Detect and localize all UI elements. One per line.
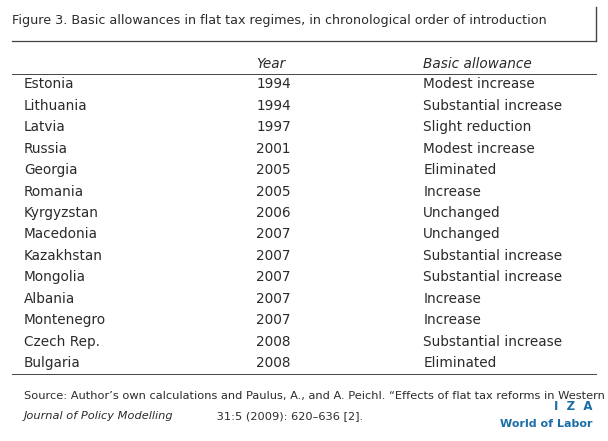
Text: Albania: Albania (24, 292, 75, 306)
Text: 2007: 2007 (257, 313, 291, 327)
Text: Kyrgyzstan: Kyrgyzstan (24, 206, 99, 220)
Text: 2007: 2007 (257, 270, 291, 284)
Text: Journal of Policy Modelling: Journal of Policy Modelling (24, 411, 173, 421)
Text: 2008: 2008 (257, 335, 291, 349)
Text: Increase: Increase (423, 292, 481, 306)
Text: Unchanged: Unchanged (423, 228, 501, 242)
Text: 2007: 2007 (257, 249, 291, 263)
Text: Macedonia: Macedonia (24, 228, 98, 242)
Text: Basic allowance: Basic allowance (423, 57, 532, 71)
Text: Mongolia: Mongolia (24, 270, 86, 284)
Text: Lithuania: Lithuania (24, 99, 88, 113)
Text: Slight reduction: Slight reduction (423, 120, 531, 134)
Text: 2007: 2007 (257, 228, 291, 242)
Text: Modest increase: Modest increase (423, 142, 535, 156)
Text: 1994: 1994 (257, 77, 291, 91)
Text: 2007: 2007 (257, 292, 291, 306)
Text: Romania: Romania (24, 185, 84, 198)
Text: Substantial increase: Substantial increase (423, 270, 562, 284)
Text: 1994: 1994 (257, 99, 291, 113)
Text: Czech Rep.: Czech Rep. (24, 335, 100, 349)
Text: Montenegro: Montenegro (24, 313, 106, 327)
Text: Eliminated: Eliminated (423, 356, 496, 370)
Text: Figure 3. Basic allowances in flat tax regimes, in chronological order of introd: Figure 3. Basic allowances in flat tax r… (12, 14, 547, 27)
Text: Eliminated: Eliminated (423, 163, 496, 177)
Text: 2006: 2006 (257, 206, 291, 220)
Text: Substantial increase: Substantial increase (423, 99, 562, 113)
Text: Year: Year (257, 57, 286, 71)
Text: Kazakhstan: Kazakhstan (24, 249, 103, 263)
Text: Substantial increase: Substantial increase (423, 249, 562, 263)
Text: 2008: 2008 (257, 356, 291, 370)
Text: I  Z  A: I Z A (554, 400, 593, 413)
Text: Russia: Russia (24, 142, 68, 156)
Text: Bulgaria: Bulgaria (24, 356, 81, 370)
Text: Estonia: Estonia (24, 77, 74, 91)
Text: Georgia: Georgia (24, 163, 77, 177)
Text: Unchanged: Unchanged (423, 206, 501, 220)
Text: Source: Author’s own calculations and Paulus, A., and A. Peichl. “Effects of fla: Source: Author’s own calculations and Pa… (24, 391, 608, 401)
Text: Increase: Increase (423, 185, 481, 198)
Text: Increase: Increase (423, 313, 481, 327)
Text: 31:5 (2009): 620–636 [2].: 31:5 (2009): 620–636 [2]. (213, 411, 364, 421)
Text: 2001: 2001 (257, 142, 291, 156)
Text: 1997: 1997 (257, 120, 291, 134)
Text: Latvia: Latvia (24, 120, 66, 134)
Text: Substantial increase: Substantial increase (423, 335, 562, 349)
Text: 2005: 2005 (257, 163, 291, 177)
Text: World of Labor: World of Labor (500, 419, 593, 429)
Text: Modest increase: Modest increase (423, 77, 535, 91)
Text: 2005: 2005 (257, 185, 291, 198)
